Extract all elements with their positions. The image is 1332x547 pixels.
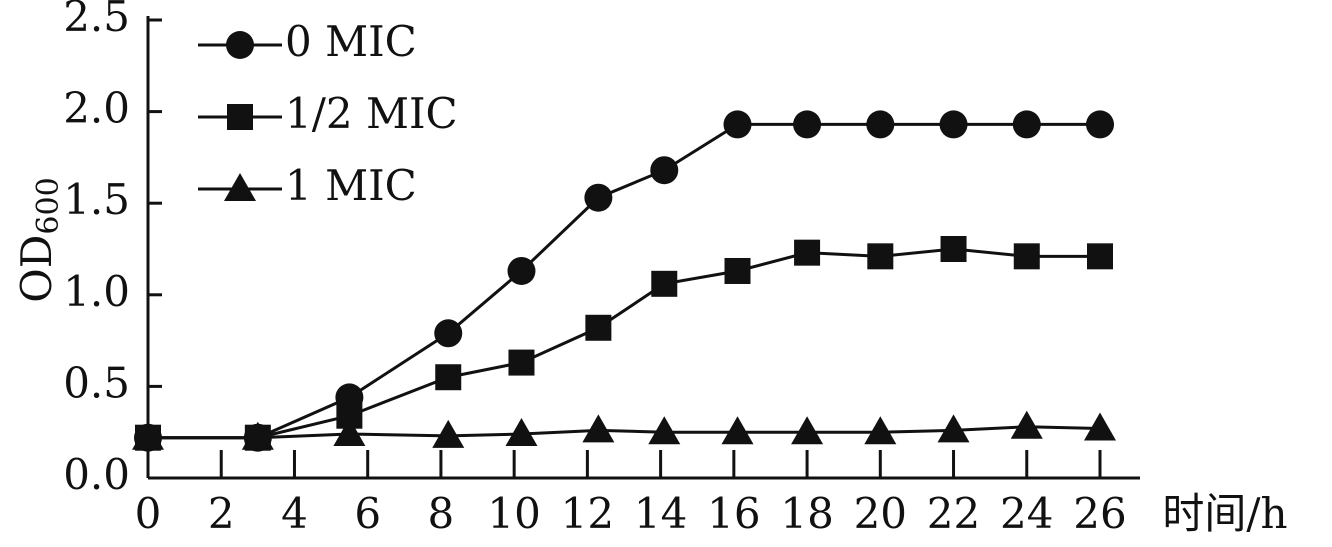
- x-tick-label: 10: [487, 489, 540, 538]
- y-label-subscript: 600: [31, 177, 66, 234]
- marker: [724, 257, 751, 284]
- marker: [723, 110, 752, 139]
- marker: [132, 421, 164, 450]
- marker: [1012, 110, 1041, 139]
- marker: [864, 416, 897, 445]
- marker: [435, 364, 462, 391]
- marker: [432, 419, 465, 448]
- marker: [241, 421, 274, 450]
- y-tick-label: 1.5: [63, 175, 130, 224]
- legend-label: 1/2 MIC: [285, 89, 458, 138]
- y-tick-label: 2.5: [63, 0, 130, 41]
- x-tick-label: 18: [780, 489, 833, 538]
- x-tick-label: 2: [208, 489, 235, 538]
- x-tick-label: 22: [927, 489, 980, 538]
- x-tick-label: 20: [854, 489, 907, 538]
- y-tick-label: 0.0: [63, 450, 130, 499]
- y-tick-label: 1.0: [63, 267, 130, 316]
- marker: [721, 416, 754, 445]
- marker: [434, 319, 463, 348]
- x-axis-label: 时间/h: [1162, 489, 1287, 538]
- marker: [940, 236, 967, 262]
- x-tick-label: 0: [135, 489, 162, 538]
- marker: [507, 256, 536, 285]
- legend-marker: [226, 31, 254, 59]
- marker: [1013, 243, 1040, 270]
- legend-marker: [227, 104, 253, 130]
- marker: [650, 156, 679, 185]
- marker: [867, 243, 894, 270]
- y-tick-label: 0.5: [63, 358, 130, 407]
- y-tick-label: 2.0: [63, 84, 130, 133]
- x-tick-label: 12: [561, 489, 614, 538]
- y-axis-label: OD600: [12, 177, 66, 302]
- legend-marker: [224, 173, 256, 201]
- marker: [1087, 243, 1113, 270]
- y-label-main: OD: [12, 235, 61, 303]
- marker: [333, 418, 366, 447]
- legend-label: 1 MIC: [285, 161, 417, 210]
- marker: [505, 418, 538, 447]
- marker: [1086, 110, 1114, 139]
- x-tick-label: 26: [1073, 489, 1126, 538]
- marker: [793, 110, 822, 139]
- marker: [939, 110, 968, 139]
- marker: [1084, 412, 1116, 441]
- marker: [508, 349, 535, 376]
- marker: [585, 314, 612, 341]
- marker: [651, 270, 678, 297]
- x-tick-label: 16: [707, 489, 760, 538]
- legend-label: 0 MIC: [285, 17, 417, 66]
- x-tick-label: 4: [281, 489, 308, 538]
- marker: [584, 183, 613, 212]
- marker: [1010, 410, 1043, 439]
- x-tick-label: 8: [428, 489, 455, 538]
- x-tick-label: 6: [354, 489, 381, 538]
- marker: [937, 414, 970, 443]
- series-line: [148, 247, 1100, 440]
- marker: [582, 414, 615, 443]
- marker: [794, 239, 821, 266]
- marker: [791, 416, 824, 445]
- marker: [648, 416, 681, 445]
- marker: [866, 110, 895, 139]
- x-tick-label: 14: [634, 489, 687, 538]
- x-tick-label: 24: [1000, 489, 1053, 538]
